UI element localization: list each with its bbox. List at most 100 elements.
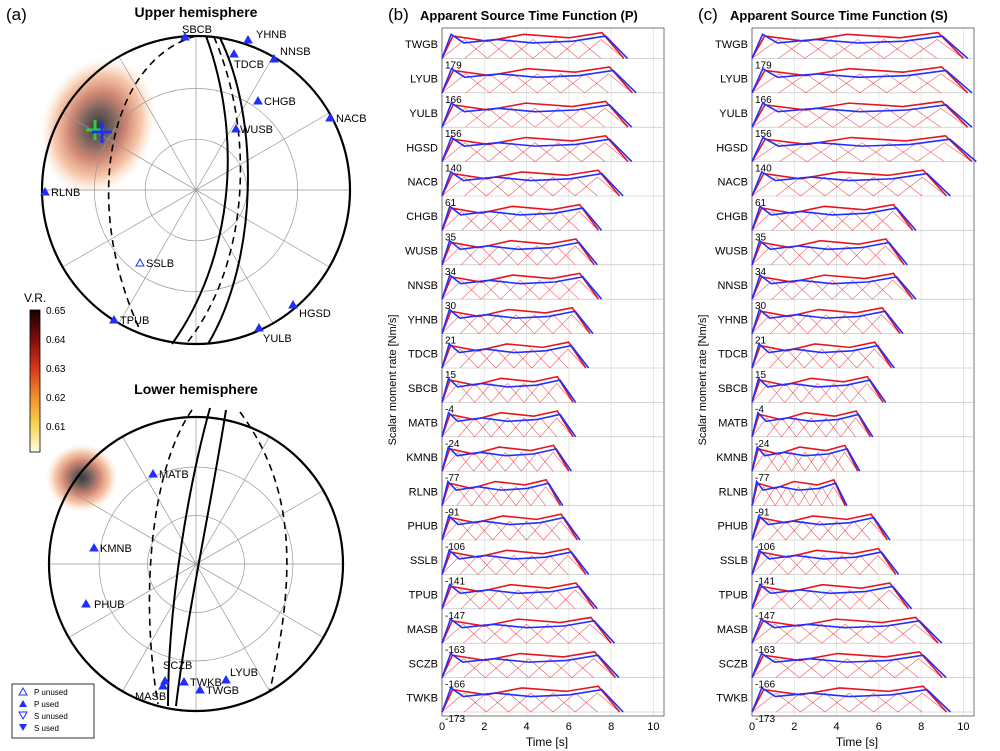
series-blue-line xyxy=(441,652,620,679)
series-blue-line xyxy=(441,170,624,197)
subevent-triangle xyxy=(913,73,968,94)
nodal-plane xyxy=(171,35,229,345)
subevent-triangle xyxy=(751,383,785,403)
subevent-triangle xyxy=(798,623,846,644)
subevent-triangle xyxy=(891,623,939,644)
azimuth-label: 61 xyxy=(755,198,767,209)
x-tick-label: 10 xyxy=(957,721,969,733)
station-marker-icon xyxy=(231,123,241,133)
station-name: PHUB xyxy=(407,521,438,533)
azimuth-label: 15 xyxy=(755,370,767,381)
station-label: RLNB xyxy=(51,187,80,199)
subevent-triangle xyxy=(536,451,570,472)
nodal-plane xyxy=(175,409,227,707)
subevent-triangle xyxy=(521,451,554,472)
azimuth-label: 179 xyxy=(445,60,462,71)
subevent-triangle xyxy=(486,486,517,506)
subevent-triangle xyxy=(781,417,812,437)
station-name: TPUB xyxy=(719,589,748,601)
azimuth-label: -173 xyxy=(445,714,465,725)
subevent-triangle xyxy=(817,451,845,472)
subevent-triangle xyxy=(751,39,806,59)
station-name: NNSB xyxy=(717,280,748,292)
azimuth-label: 21 xyxy=(445,336,457,347)
subevent-triangle xyxy=(841,555,879,575)
azimuth-label: 15 xyxy=(445,370,457,381)
subevent-triangle xyxy=(517,589,557,610)
series-blue-line xyxy=(751,652,947,679)
subevent-triangle xyxy=(536,73,585,94)
subevent-triangle xyxy=(575,692,620,713)
subevent-triangle xyxy=(526,520,561,541)
upper-hemisphere-title: Upper hemisphere xyxy=(135,4,258,20)
azimuth-label: 156 xyxy=(445,129,462,140)
subevent-triangle xyxy=(511,142,559,162)
subevent-triangle xyxy=(508,692,554,713)
subevent-triangle xyxy=(517,245,557,266)
subevent-triangle xyxy=(779,142,835,162)
station-label: SBCB xyxy=(182,24,212,36)
x-tick-label: 2 xyxy=(791,721,797,733)
station-name: WUSB xyxy=(405,245,438,257)
subevent-triangle xyxy=(534,142,582,162)
subevent-triangle xyxy=(799,658,848,678)
subevent-triangle xyxy=(578,39,625,59)
subevent-triangle xyxy=(812,279,853,300)
azimuth-label: -147 xyxy=(445,611,465,622)
subevent-triangle xyxy=(775,658,824,678)
subevent-triangle xyxy=(536,245,576,266)
series-blue-line xyxy=(751,342,895,369)
subevent-triangle xyxy=(547,623,591,644)
subevent-triangle xyxy=(787,555,825,575)
subevent-triangle xyxy=(833,383,867,403)
subevent-triangle xyxy=(462,623,506,644)
subevent-triangle xyxy=(552,692,598,713)
subevent-triangle xyxy=(441,314,480,334)
subevent-triangle xyxy=(490,417,525,437)
subevent-triangle xyxy=(515,314,554,334)
subevent-triangle xyxy=(511,107,559,128)
subevent-triangle xyxy=(897,176,947,197)
subevent-triangle xyxy=(474,417,508,437)
subevent-triangle xyxy=(484,623,527,644)
series-blue-line xyxy=(441,239,598,266)
series-blue-line xyxy=(751,170,951,197)
azimuth-label: -163 xyxy=(445,645,465,656)
grid-spoke xyxy=(62,112,330,268)
subevent-triangle xyxy=(473,451,506,472)
subevent-triangle xyxy=(558,142,605,162)
subevent-triangle xyxy=(465,142,512,162)
subevent-triangle xyxy=(509,520,544,541)
subevent-triangle xyxy=(786,348,822,369)
subevent-triangle xyxy=(886,73,941,94)
subevent-triangle xyxy=(464,692,509,713)
subevent-triangle xyxy=(751,211,793,231)
subevent-triangle xyxy=(856,348,892,369)
subevent-triangle xyxy=(810,417,842,437)
series-blue-line xyxy=(751,376,887,403)
subevent-triangle xyxy=(441,692,487,713)
subevent-triangle xyxy=(883,39,938,59)
subevent-triangle xyxy=(461,211,501,231)
subevent-triangle xyxy=(539,279,580,300)
p-unused-icon xyxy=(18,686,28,696)
subevent-triangle xyxy=(800,692,850,713)
subevent-triangle xyxy=(889,142,945,162)
station-name: TWKB xyxy=(406,693,438,705)
subevent-triangle xyxy=(460,245,500,266)
subevent-triangle xyxy=(872,211,913,231)
subevent-triangle xyxy=(497,314,535,334)
subevent-triangle xyxy=(785,520,820,541)
colorbar-tick: 0.63 xyxy=(46,364,66,375)
subevent-triangle xyxy=(505,623,548,644)
subevent-triangle xyxy=(872,279,913,300)
x-tick-label: 10 xyxy=(647,721,659,733)
series-blue-line xyxy=(751,617,943,644)
subevent-triangle xyxy=(830,589,870,610)
station-name: LYUB xyxy=(720,73,748,85)
azimuth-label: 156 xyxy=(755,129,772,140)
subevent-triangle xyxy=(894,658,943,678)
station-marker-icon xyxy=(40,186,50,196)
series-blue-line xyxy=(751,583,913,610)
subevent-triangle xyxy=(897,692,947,713)
